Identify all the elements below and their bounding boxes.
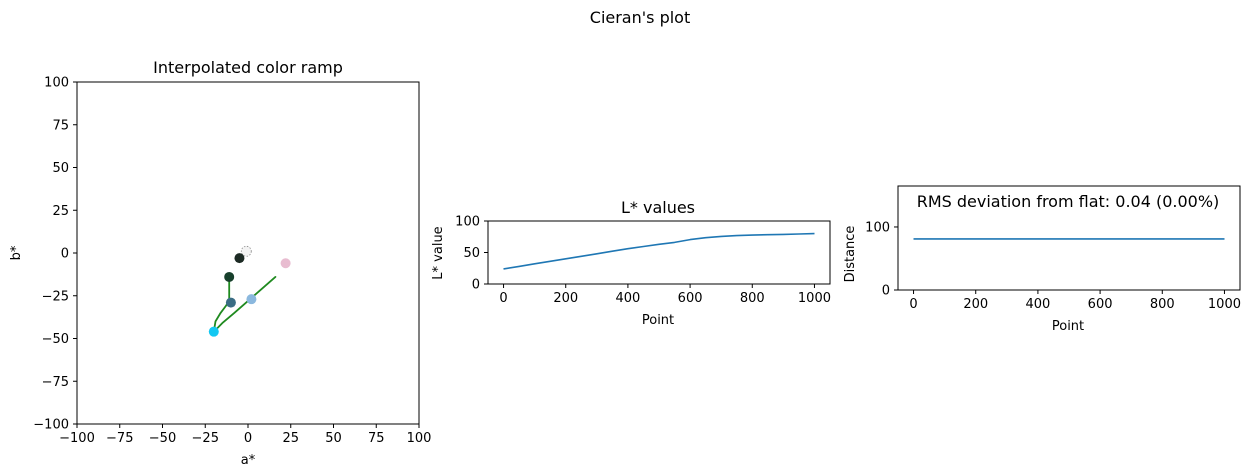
- color-ramp-y-tick-label: 0: [61, 247, 69, 262]
- rms-x-tick-label: 600: [1088, 297, 1113, 312]
- color-ramp-interpolation-path: [212, 274, 277, 333]
- color-ramp-y-tick-label: 100: [44, 76, 69, 91]
- color-ramp-x-tick-label: 100: [407, 431, 432, 446]
- color-ramp-y-tick-label: 50: [52, 161, 69, 176]
- lstar-title: L* values: [621, 198, 695, 217]
- color-ramp-ylabel: b*: [9, 245, 24, 260]
- rms-x-tick-label: 0: [909, 297, 917, 312]
- color-ramp-point-0: [280, 258, 291, 269]
- color-ramp-point-1: [240, 245, 252, 257]
- lstar-x-tick-label: 200: [553, 291, 578, 306]
- rms-ylabel: Distance: [843, 226, 858, 283]
- color-ramp-y-tick-label: 75: [52, 118, 69, 133]
- lstar-series-line-0: [503, 232, 815, 270]
- rms-x-tick-label: 400: [1025, 297, 1050, 312]
- lstar-plot-frame: [487, 220, 831, 285]
- color-ramp-title: Interpolated color ramp: [153, 58, 343, 77]
- color-ramp-point-5: [225, 297, 236, 308]
- color-ramp-y-tick-label: −75: [42, 375, 69, 390]
- color-ramp-x-tick-label: 50: [325, 431, 342, 446]
- color-ramp-y-tick-label: −50: [42, 332, 69, 347]
- rms-y-tick-label: 100: [865, 220, 890, 235]
- color-ramp-point-2: [246, 294, 257, 305]
- color-ramp-point-6: [208, 326, 219, 337]
- lstar-axes: L* values Point L* value 0 200 400 600 800 10…: [431, 198, 831, 328]
- color-ramp-x-tick-label: 25: [282, 431, 299, 446]
- rms-y-tick-label: 0: [882, 284, 890, 299]
- lstar-x-tick-label: 0: [499, 291, 507, 306]
- color-ramp-point-3: [234, 253, 245, 264]
- rms-x-tick-label: 200: [963, 297, 988, 312]
- rms-axes: RMS deviation from flat: 0.04 (0.00%) Po…: [843, 185, 1241, 334]
- color-ramp-x-tick-label: 75: [368, 431, 385, 446]
- color-ramp-x-tick-label: 0: [244, 431, 252, 446]
- color-ramp-axes: Interpolated color ramp a* b* −100 −75 −50…: [9, 58, 431, 468]
- color-ramp-point-4: [224, 271, 235, 282]
- rms-title: RMS deviation from flat: 0.04 (0.00%): [917, 192, 1220, 211]
- color-ramp-x-tick-label: −25: [192, 431, 219, 446]
- color-ramp-x-tick-label: −100: [59, 431, 95, 446]
- color-ramp-xlabel: a*: [241, 453, 256, 468]
- lstar-y-tick-label: 0: [472, 278, 480, 293]
- color-ramp-y-tick-label: 25: [52, 204, 69, 219]
- lstar-x-tick-label: 1000: [798, 291, 831, 306]
- figure-suptitle: Cieran's plot: [590, 8, 690, 27]
- lstar-xlabel: Point: [642, 313, 674, 328]
- rms-plot-frame: [897, 185, 1241, 291]
- lstar-x-tick-label: 600: [678, 291, 703, 306]
- lstar-y-tick-label: 50: [463, 246, 480, 261]
- lstar-x-tick-label: 800: [740, 291, 765, 306]
- rms-xlabel: Point: [1052, 319, 1084, 334]
- color-ramp-x-tick-label: −75: [106, 431, 133, 446]
- lstar-ylabel: L* value: [431, 226, 446, 279]
- color-ramp-x-tick-label: −50: [149, 431, 176, 446]
- lstar-y-tick-label: 100: [455, 215, 480, 230]
- color-ramp-y-tick-label: −25: [42, 289, 69, 304]
- rms-x-tick-label: 800: [1150, 297, 1175, 312]
- color-ramp-y-tick-label: −100: [33, 418, 69, 433]
- lstar-x-tick-label: 400: [615, 291, 640, 306]
- rms-x-tick-label: 1000: [1208, 297, 1241, 312]
